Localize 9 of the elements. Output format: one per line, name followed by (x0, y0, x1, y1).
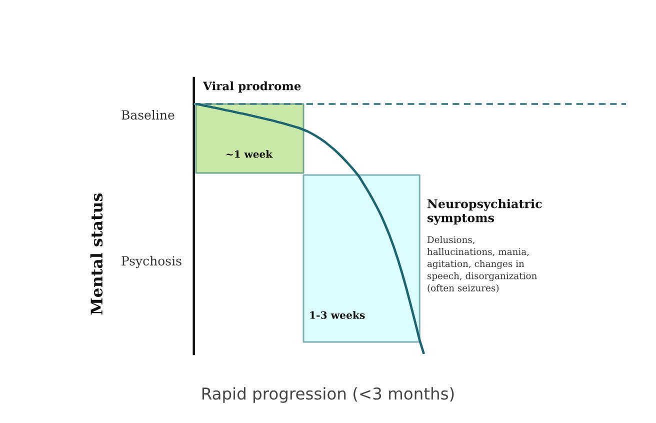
text: Mental status (90, 193, 103, 315)
text: Viral prodrome (202, 81, 301, 93)
x-axis-title: Rapid progression (<3 months) (202, 387, 454, 403)
annotation: Delusions, hallucinations, mania, agitation, changes in speech, disorganization (often seizures) (427, 236, 537, 293)
annotation: 1-3 weeks (310, 311, 365, 319)
annotation: ~1 week (226, 150, 273, 158)
text: Psychosis (122, 256, 182, 268)
annotation: Neuropsychiatric symptoms (428, 199, 542, 225)
text: Baseline (122, 110, 174, 120)
